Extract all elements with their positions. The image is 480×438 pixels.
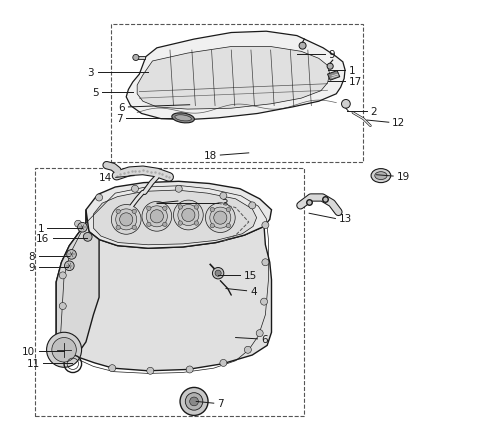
Circle shape: [210, 224, 215, 228]
Circle shape: [78, 223, 87, 233]
Circle shape: [116, 209, 137, 230]
Text: 7: 7: [217, 398, 224, 408]
Text: 15: 15: [243, 271, 257, 281]
Text: 14: 14: [99, 173, 112, 183]
Circle shape: [59, 272, 66, 279]
Circle shape: [205, 203, 235, 233]
Circle shape: [132, 186, 138, 193]
Circle shape: [47, 332, 82, 367]
Circle shape: [96, 194, 103, 201]
Text: 9: 9: [29, 262, 35, 272]
Bar: [111, 25, 362, 162]
Polygon shape: [327, 71, 340, 81]
Text: 13: 13: [339, 214, 352, 224]
Circle shape: [213, 268, 224, 279]
Circle shape: [261, 298, 267, 305]
Circle shape: [132, 226, 136, 230]
Circle shape: [59, 303, 66, 310]
Polygon shape: [86, 182, 272, 249]
Circle shape: [215, 271, 221, 277]
Circle shape: [178, 205, 182, 210]
Circle shape: [185, 393, 203, 410]
Text: 17: 17: [348, 77, 362, 86]
Circle shape: [150, 210, 163, 223]
Circle shape: [214, 212, 227, 225]
Circle shape: [173, 201, 203, 230]
Text: 11: 11: [26, 358, 39, 368]
Circle shape: [60, 337, 68, 344]
Circle shape: [147, 367, 154, 374]
Circle shape: [210, 208, 231, 229]
Circle shape: [175, 186, 182, 193]
Polygon shape: [56, 223, 272, 371]
Text: 19: 19: [396, 172, 410, 182]
Ellipse shape: [375, 172, 387, 180]
Text: 8: 8: [29, 251, 35, 261]
Text: 10: 10: [22, 346, 35, 356]
Ellipse shape: [175, 116, 192, 122]
Text: 12: 12: [392, 118, 406, 128]
Circle shape: [220, 193, 227, 200]
Circle shape: [190, 397, 198, 406]
Text: 5: 5: [92, 88, 99, 97]
Polygon shape: [137, 57, 144, 60]
Circle shape: [163, 207, 167, 211]
Circle shape: [180, 388, 208, 416]
Ellipse shape: [172, 113, 194, 124]
Circle shape: [244, 346, 252, 353]
Text: 16: 16: [36, 233, 49, 244]
Circle shape: [74, 221, 82, 228]
Circle shape: [210, 208, 215, 212]
Circle shape: [64, 261, 74, 271]
Circle shape: [84, 233, 92, 242]
Circle shape: [116, 210, 120, 214]
Circle shape: [226, 224, 230, 228]
Circle shape: [186, 366, 193, 373]
Circle shape: [194, 205, 199, 210]
Circle shape: [132, 210, 136, 214]
Circle shape: [220, 360, 227, 367]
Circle shape: [226, 208, 230, 212]
Polygon shape: [126, 32, 345, 120]
Circle shape: [256, 330, 263, 337]
Circle shape: [146, 207, 151, 211]
Circle shape: [116, 226, 120, 230]
Circle shape: [146, 223, 151, 227]
Ellipse shape: [371, 169, 391, 183]
Circle shape: [142, 202, 172, 232]
Circle shape: [120, 213, 133, 226]
Text: 18: 18: [204, 151, 217, 161]
Circle shape: [262, 259, 269, 266]
Text: 3: 3: [88, 68, 94, 78]
Circle shape: [262, 222, 269, 229]
Circle shape: [299, 43, 306, 50]
Circle shape: [194, 221, 199, 226]
Polygon shape: [94, 191, 257, 245]
Circle shape: [182, 209, 195, 222]
Polygon shape: [56, 210, 99, 357]
Text: 9: 9: [329, 50, 336, 60]
Text: 1: 1: [37, 224, 44, 233]
Circle shape: [67, 250, 76, 260]
Text: 4: 4: [250, 286, 257, 296]
Polygon shape: [137, 47, 330, 110]
Circle shape: [178, 221, 182, 226]
Circle shape: [163, 223, 167, 227]
Circle shape: [249, 202, 256, 209]
Circle shape: [111, 205, 141, 235]
Circle shape: [146, 206, 168, 227]
Circle shape: [342, 100, 350, 109]
Circle shape: [52, 338, 76, 362]
Circle shape: [133, 55, 139, 61]
Circle shape: [178, 205, 199, 226]
Text: 3: 3: [222, 199, 228, 209]
Text: 6: 6: [118, 102, 125, 113]
Text: 7: 7: [116, 113, 123, 124]
Text: 6: 6: [261, 334, 268, 344]
Circle shape: [327, 64, 333, 70]
Circle shape: [108, 365, 116, 372]
Text: 2: 2: [371, 107, 377, 117]
Text: 1: 1: [348, 66, 355, 75]
Bar: [35, 168, 304, 417]
